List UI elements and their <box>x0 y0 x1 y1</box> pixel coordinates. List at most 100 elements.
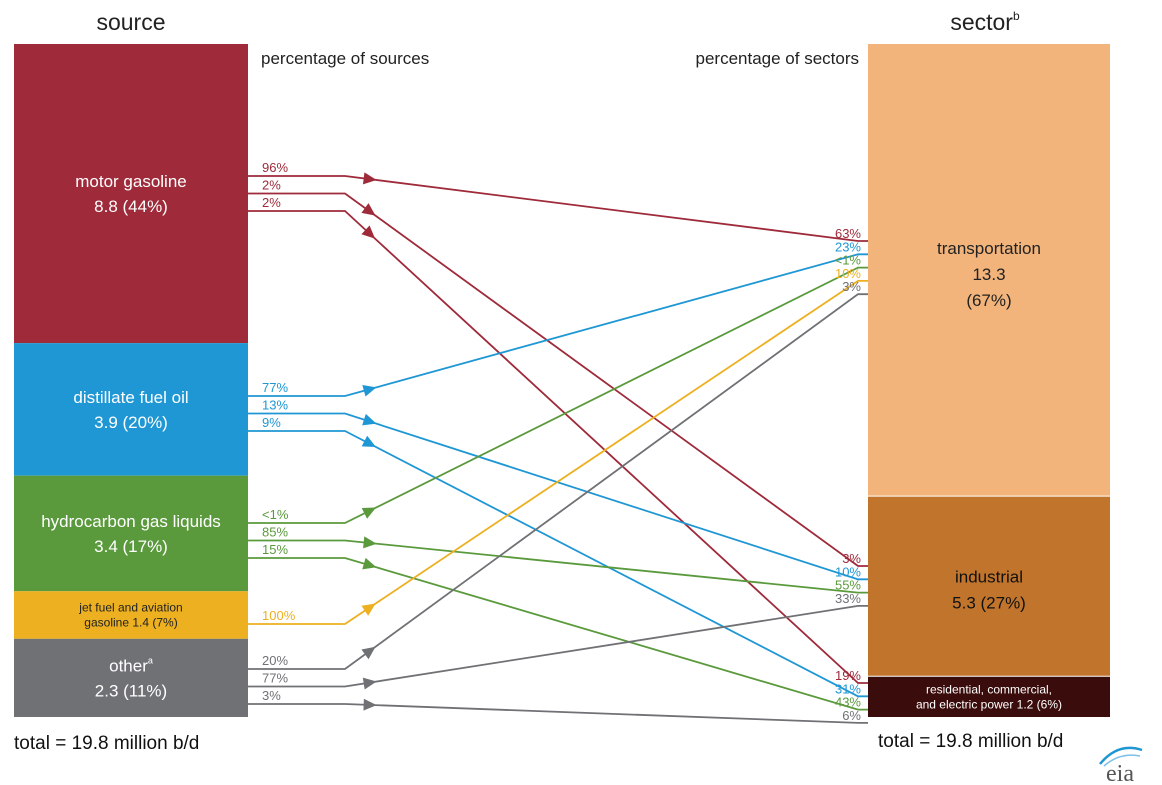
flow-source-percent: <1% <box>262 507 289 522</box>
flow-sector-percent: 6% <box>842 708 861 723</box>
flow-line <box>248 192 868 567</box>
flow-source-percent: 96% <box>262 160 288 175</box>
source-bar-hgl <box>14 475 248 592</box>
flow-hgl-to-res: 15% 43% <box>248 542 868 711</box>
flow-sector-percent: 23% <box>835 239 861 254</box>
sector-label-res-line-2: and electric power 1.2 (6%) <box>916 697 1062 711</box>
flow-source-percent: 77% <box>262 380 288 395</box>
sector-heading: sectorb <box>950 9 1020 35</box>
sector-percentage-heading: percentage of sectors <box>696 49 859 68</box>
sector-bar-tr <box>868 44 1110 497</box>
flows-layer: 96% 63% 2% 3% 2% 19% 77% 23% 13% 10% 9% 31% <1% <1% 85… <box>248 160 868 724</box>
flow-sector-percent: 43% <box>835 695 861 710</box>
flow-source-percent: 2% <box>262 178 281 193</box>
flow-oth-to-tr: 20% 3% <box>248 279 868 670</box>
source-label-hgl-line-2: 3.4 (17%) <box>94 537 168 556</box>
source-bar-jet <box>14 591 248 639</box>
source-bar-mg <box>14 44 248 344</box>
eia-logo-arc-2 <box>1103 754 1141 767</box>
source-label-mg-line-1: motor gasoline <box>75 172 187 191</box>
source-label-oth-line-2: 2.3 (11%) <box>95 681 167 700</box>
flow-arrowhead <box>361 435 376 448</box>
sector-heading-superscript: b <box>1013 9 1020 23</box>
flow-source-percent: 15% <box>262 542 288 557</box>
flow-sector-percent: 55% <box>835 578 861 593</box>
source-bar-dfo <box>14 343 248 476</box>
flow-hgl-to-tr: <1% <1% <box>248 253 868 524</box>
source-label-mg-line-2: 8.8 (44%) <box>94 197 168 216</box>
flow-line <box>248 703 868 724</box>
flow-source-percent: 85% <box>262 525 288 540</box>
flow-sector-percent: 3% <box>842 279 861 294</box>
sector-bar-ind <box>868 496 1110 677</box>
flow-mg-to-res: 2% 19% <box>248 195 868 684</box>
flow-line <box>248 605 868 688</box>
sector-label-tr-line-2: 13.3 <box>972 265 1005 284</box>
source-heading: source <box>96 9 165 35</box>
flow-line <box>248 557 868 711</box>
source-total-label: total = 19.8 million b/d <box>14 733 199 754</box>
flow-arrowhead <box>361 203 376 216</box>
flow-line <box>248 293 868 670</box>
flow-arrowhead <box>362 557 377 570</box>
flow-sector-percent: 3% <box>842 551 861 566</box>
flow-line <box>248 210 868 684</box>
flow-arrowhead <box>362 172 377 185</box>
source-label-hgl-line-1: hydrocarbon gas liquids <box>41 512 221 531</box>
flow-oth-to-res: 3% 6% <box>248 688 868 724</box>
eia-logo-arc <box>1099 746 1143 765</box>
flow-line <box>248 539 868 594</box>
flow-oth-to-ind: 77% 33% <box>248 591 868 690</box>
flow-source-percent: 20% <box>262 653 288 668</box>
flow-arrowhead <box>362 384 377 397</box>
flow-mg-to-ind: 2% 3% <box>248 178 868 567</box>
sector-bar-res <box>868 676 1110 717</box>
flow-sector-percent: <1% <box>835 253 862 268</box>
flow-arrowhead <box>361 225 376 239</box>
flow-line <box>248 175 868 242</box>
flow-arrowhead <box>363 698 377 711</box>
source-label-oth-line-1: othera <box>109 655 153 675</box>
flow-sector-percent: 10% <box>835 266 861 281</box>
flow-arrowhead <box>363 536 377 549</box>
flow-source-percent: 2% <box>262 195 281 210</box>
flow-arrowhead <box>361 646 376 660</box>
flow-line <box>248 280 868 625</box>
flow-arrowhead <box>361 507 377 519</box>
flow-jet-to-tr: 100% 10% <box>248 266 868 625</box>
source-bar-oth <box>14 638 248 717</box>
flow-sector-percent: 19% <box>835 668 861 683</box>
flow-line <box>248 266 868 524</box>
sector-label-tr-line-3: (67%) <box>966 291 1011 310</box>
flow-line <box>248 253 868 397</box>
sector-label-ind-line-1: industrial <box>955 568 1023 587</box>
flow-line <box>248 430 868 698</box>
source-label-oth-superscript: a <box>148 655 153 665</box>
sector-total-label: total = 19.8 million b/d <box>878 731 1063 752</box>
flow-source-percent: 9% <box>262 415 281 430</box>
source-label-dfo-line-1: distillate fuel oil <box>73 388 188 407</box>
flow-hgl-to-ind: 85% 55% <box>248 525 868 594</box>
eia-logo-text: eia <box>1106 761 1134 785</box>
flow-arrowhead <box>362 677 377 690</box>
sector-heading-text: sector <box>950 9 1013 35</box>
sector-label-tr-line-1: transportation <box>937 239 1041 258</box>
source-percentage-heading: percentage of sources <box>261 49 429 68</box>
flow-source-percent: 77% <box>262 671 288 686</box>
flow-dfo-to-tr: 77% 23% <box>248 239 868 397</box>
flow-arrowhead <box>361 603 376 616</box>
flow-sector-percent: 33% <box>835 591 861 606</box>
flow-dfo-to-ind: 13% 10% <box>248 398 868 581</box>
eia-logo: eia <box>1099 746 1143 785</box>
sector-label-res-line-1: residential, commercial, <box>926 682 1052 696</box>
sector-label-ind-line-2: 5.3 (27%) <box>952 594 1026 613</box>
source-label-dfo-line-2: 3.9 (20%) <box>94 413 168 432</box>
flow-mg-to-tr: 96% 63% <box>248 160 868 242</box>
flow-source-percent: 100% <box>262 608 296 623</box>
source-label-jet-line-1: jet fuel and aviation <box>78 601 182 615</box>
flow-arrowhead <box>362 413 377 426</box>
flow-source-percent: 3% <box>262 688 281 703</box>
source-label-jet-line-2: gasoline 1.4 (7%) <box>84 616 177 630</box>
flow-sector-percent: 31% <box>835 681 861 696</box>
